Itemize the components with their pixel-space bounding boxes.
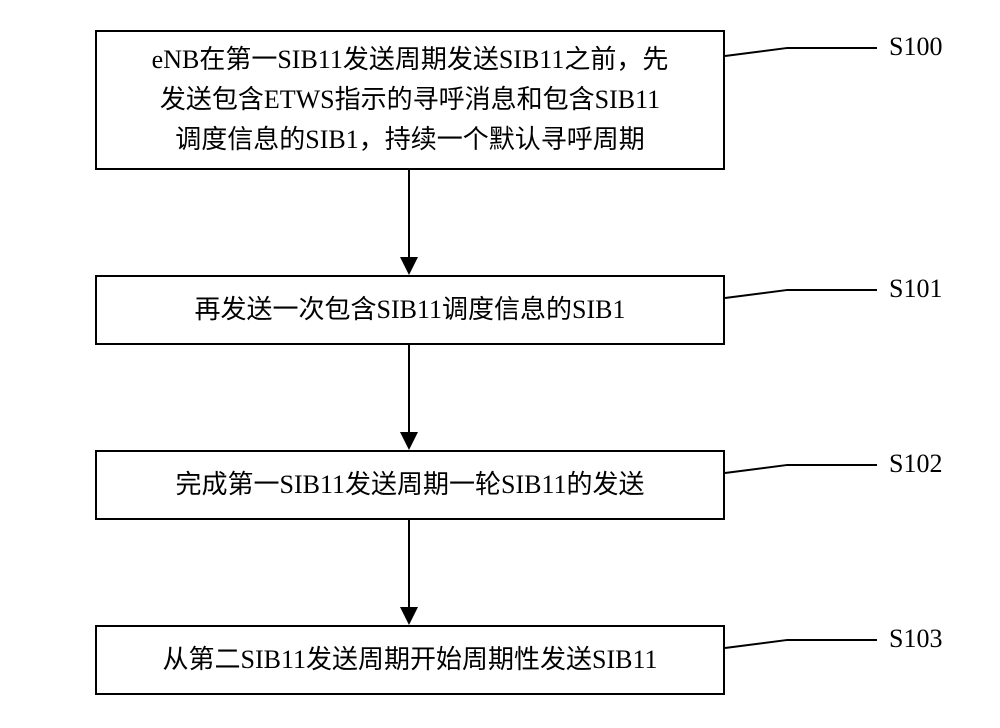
arrow-line-0 bbox=[408, 170, 410, 257]
flow-step-text-0: eNB在第一SIB11发送周期发送SIB11之前，先发送包含ETWS指示的寻呼消… bbox=[97, 40, 723, 161]
lead-line-1 bbox=[787, 289, 877, 291]
flow-step-1: 再发送一次包含SIB11调度信息的SIB1 bbox=[95, 275, 725, 345]
flow-step-text-1: 再发送一次包含SIB11调度信息的SIB1 bbox=[97, 290, 723, 330]
arrow-line-1 bbox=[408, 345, 410, 432]
lead-line-3 bbox=[787, 639, 877, 641]
flow-step-text-3: 从第二SIB11发送周期开始周期性发送SIB11 bbox=[97, 640, 723, 680]
lead-diag-1 bbox=[725, 289, 787, 299]
lead-diag-0 bbox=[725, 47, 787, 57]
lead-line-2 bbox=[787, 464, 877, 466]
step-label-0: S100 bbox=[889, 32, 942, 62]
arrow-line-2 bbox=[408, 520, 410, 607]
flow-step-0: eNB在第一SIB11发送周期发送SIB11之前，先发送包含ETWS指示的寻呼消… bbox=[95, 30, 725, 170]
flow-step-text-2: 完成第一SIB11发送周期一轮SIB11的发送 bbox=[97, 465, 723, 505]
step-label-3: S103 bbox=[889, 624, 942, 654]
lead-line-0 bbox=[787, 47, 877, 49]
lead-diag-3 bbox=[725, 639, 787, 649]
lead-diag-2 bbox=[725, 464, 787, 474]
arrow-head-2 bbox=[400, 607, 418, 625]
step-label-2: S102 bbox=[889, 449, 942, 479]
step-label-1: S101 bbox=[889, 274, 942, 304]
flow-step-2: 完成第一SIB11发送周期一轮SIB11的发送 bbox=[95, 450, 725, 520]
flow-step-3: 从第二SIB11发送周期开始周期性发送SIB11 bbox=[95, 625, 725, 695]
arrow-head-1 bbox=[400, 432, 418, 450]
arrow-head-0 bbox=[400, 257, 418, 275]
